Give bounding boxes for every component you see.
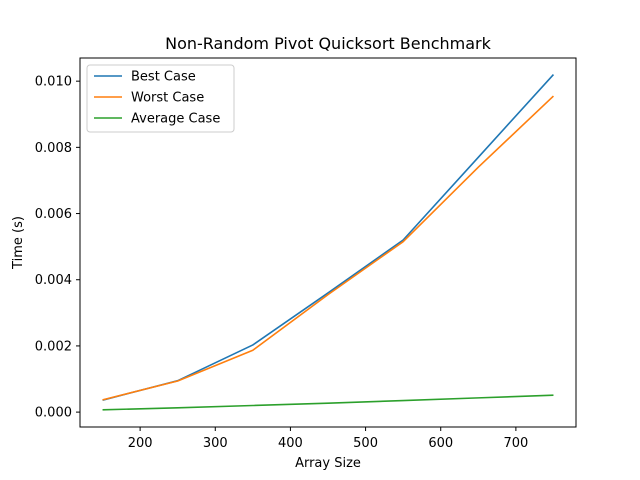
y-axis-label: Time (s) <box>11 216 26 270</box>
y-tick-label: 0.008 <box>35 141 72 156</box>
axes-frame <box>79 57 577 428</box>
y-tick-label: 0.002 <box>35 339 72 354</box>
x-tick-label: 700 <box>503 436 528 451</box>
y-axis: 0.000 0.002 0.004 0.006 0.008 0.010 <box>35 75 80 421</box>
x-tick-label: 600 <box>428 436 453 451</box>
y-tick-label: 0.004 <box>35 273 72 288</box>
y-tick-label: 0.010 <box>35 75 72 90</box>
x-axis-label: Array Size <box>295 456 361 471</box>
chart-title: Non-Random Pivot Quicksort Benchmark <box>165 34 492 53</box>
y-tick-label: 0.006 <box>35 207 72 222</box>
y-tick-label: 0.000 <box>35 406 72 421</box>
legend-label-2: Average Case <box>131 112 220 127</box>
legend-frame <box>86 64 235 133</box>
x-tick-label: 300 <box>203 436 228 451</box>
legend: Best Case Worst Case Average Case <box>86 64 235 133</box>
x-tick-label: 400 <box>278 436 303 451</box>
x-tick-label: 200 <box>128 436 153 451</box>
legend-label-0: Best Case <box>131 70 196 85</box>
series-line-2 <box>102 394 554 411</box>
series-line-1 <box>102 95 555 401</box>
x-tick-label: 500 <box>353 436 378 451</box>
plot-area <box>102 74 555 411</box>
x-axis: 200 300 400 500 600 700 <box>128 427 528 451</box>
legend-label-1: Worst Case <box>131 91 204 106</box>
